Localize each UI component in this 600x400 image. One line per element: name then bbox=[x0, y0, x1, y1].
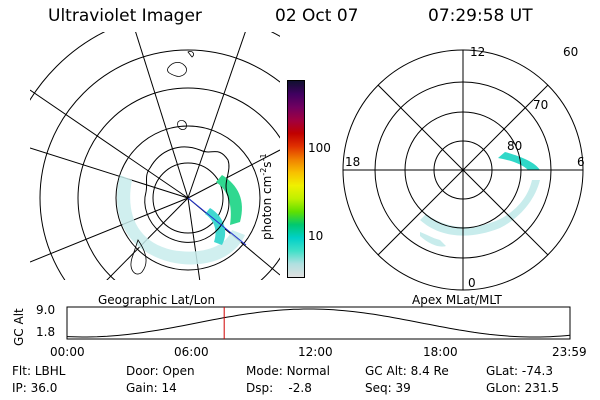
meridian bbox=[187, 32, 246, 199]
lat-label-80: 80 bbox=[507, 139, 523, 153]
coast-fragment bbox=[167, 62, 187, 77]
aurora-cyan bbox=[205, 208, 226, 245]
colorbar bbox=[287, 80, 305, 278]
meridian bbox=[187, 197, 201, 280]
meridian bbox=[187, 149, 280, 199]
mlt-label-12: 12 bbox=[470, 45, 486, 59]
xtick-0600: 06:00 bbox=[174, 345, 209, 359]
door-field: Door: Open bbox=[126, 364, 195, 378]
ip-field: IP: 36.0 bbox=[12, 381, 58, 395]
xtick-0000: 00:00 bbox=[50, 345, 85, 359]
aurora-faint bbox=[420, 232, 446, 247]
instrument-title: Ultraviolet Imager bbox=[48, 6, 202, 26]
xtick-1200: 12:00 bbox=[298, 345, 333, 359]
mlt-line bbox=[377, 84, 549, 256]
dsp-field: Dsp: -2.8 bbox=[246, 381, 312, 395]
gain-field: Gain: 14 bbox=[126, 381, 177, 395]
right-map-label: Apex MLat/MLT bbox=[412, 293, 502, 307]
xtick-1800: 18:00 bbox=[423, 345, 458, 359]
glon-field: GLon: 231.5 bbox=[486, 381, 559, 395]
mlt-label-18: 18 bbox=[345, 155, 361, 169]
colorbar-tick-100: 100 bbox=[308, 141, 331, 155]
coast-fragment bbox=[130, 239, 147, 275]
meridian bbox=[30, 89, 189, 199]
lat-circle bbox=[39, 49, 280, 280]
meridian bbox=[30, 147, 189, 199]
altitude-frame bbox=[66, 306, 571, 340]
aurora-faint bbox=[420, 180, 540, 236]
mlt-label-0: 0 bbox=[468, 276, 476, 290]
date-label: 02 Oct 07 bbox=[275, 6, 359, 26]
colorbar-tick-10: 10 bbox=[308, 229, 324, 243]
aurora-faint bbox=[117, 175, 245, 265]
mlt-label-6: 6 bbox=[577, 155, 585, 169]
lat-label-70: 70 bbox=[533, 98, 549, 112]
antarctica-coast bbox=[144, 146, 230, 243]
gcalt-field: GC Alt: 8.4 Re bbox=[365, 364, 449, 378]
flt-field: Flt: LBHL bbox=[12, 364, 66, 378]
left-map-label: Geographic Lat/Lon bbox=[98, 293, 216, 307]
ytick-9: 9.0 bbox=[36, 303, 56, 317]
altitude-curve bbox=[66, 308, 571, 338]
ytick-1.8: 1.8 bbox=[36, 325, 56, 339]
mode-field: Mode: Normal bbox=[246, 364, 330, 378]
aurora-bright bbox=[498, 152, 540, 170]
glat-field: GLat: -74.3 bbox=[486, 364, 553, 378]
colorbar-gradient bbox=[288, 81, 304, 277]
xtick-2359: 23:59 bbox=[552, 345, 587, 359]
meridian bbox=[30, 197, 189, 263]
coast-fragment bbox=[187, 51, 195, 58]
lat-circle bbox=[77, 87, 280, 280]
coast-fragment bbox=[177, 120, 187, 130]
lat-label-60: 60 bbox=[563, 45, 579, 59]
meridian bbox=[135, 32, 189, 199]
lat-circle bbox=[115, 125, 261, 271]
lat-circle bbox=[152, 162, 224, 234]
time-label: 07:29:58 UT bbox=[428, 6, 533, 26]
sun-direction-line bbox=[187, 197, 247, 246]
seq-field: Seq: 39 bbox=[365, 381, 411, 395]
